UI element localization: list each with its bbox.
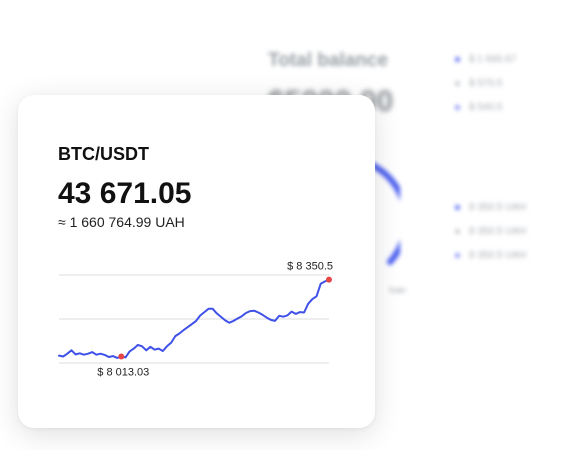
balance-legend-bottom: 8 350.5 UAH 8 350.5 UAH 8 350.5 UAH: [455, 195, 526, 267]
current-price: 43 671.05: [58, 177, 192, 210]
legend-item: $ 540.5: [455, 95, 516, 119]
max-point-marker: [326, 276, 332, 283]
converted-price: ≈ 1 660 764.99 UAH: [58, 214, 185, 230]
legend-item: $ 570.5: [455, 71, 516, 95]
chart-grid: [59, 274, 329, 364]
legend-dot-icon: [455, 228, 460, 234]
legend-item: 8 350.5 UAH: [455, 219, 526, 243]
donut-caption: Ivan: [389, 285, 407, 295]
legend-dot-icon: [455, 252, 460, 258]
legend-dot-icon: [455, 80, 460, 86]
balance-legend-top: $ 1 666.67 $ 570.5 $ 540.5: [455, 47, 516, 119]
min-point-label: $ 8 013.03: [97, 367, 149, 379]
legend-dot-icon: [455, 104, 460, 110]
legend-dot-icon: [455, 56, 460, 62]
min-point-marker: [118, 353, 125, 360]
legend-dot-icon: [455, 204, 460, 210]
max-point-label: $ 8 350.5: [287, 261, 333, 273]
legend-item: 8 350.5 UAH: [455, 195, 526, 219]
price-series-line: [58, 278, 330, 359]
legend-item: $ 1 666.67: [455, 47, 516, 71]
trading-pair-label: BTC/USDT: [58, 144, 149, 164]
total-balance-title: Total balance: [268, 50, 389, 71]
balance-donut-chart: [362, 159, 400, 265]
donut-arc: [362, 159, 400, 265]
legend-item: 8 350.5 UAH: [455, 243, 526, 267]
ticker-card[interactable]: BTC/USDT 43 671.05 ≈ 1 660 764.99 UAH $ …: [18, 95, 375, 428]
price-line-chart: $ 8 013.03 $ 8 350.5: [58, 261, 333, 379]
